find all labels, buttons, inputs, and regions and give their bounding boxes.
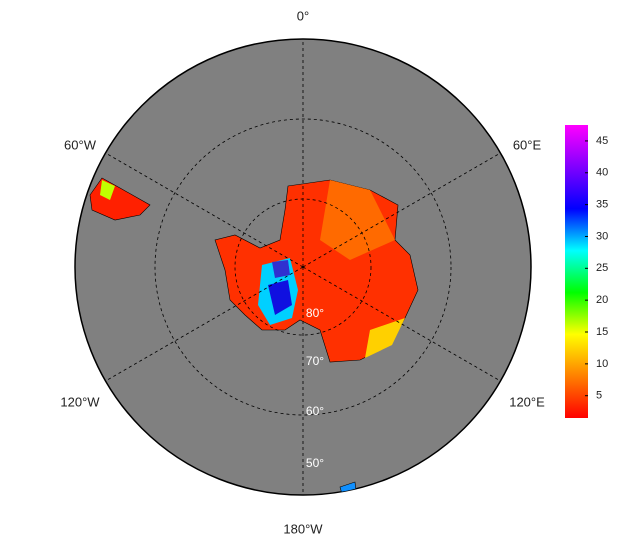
parallel (154, 118, 452, 416)
longitude-label: 0° (297, 8, 309, 23)
meridian (302, 152, 501, 268)
colorbar-tick-label: 15 (596, 326, 608, 338)
longitude-label: 60°E (513, 137, 542, 152)
graticule (105, 39, 501, 495)
land (89, 177, 419, 495)
colorbar-tick-label: 25 (596, 262, 608, 274)
colorbar-tick-label: 45 (596, 135, 608, 147)
colorbar-tick-label: 35 (596, 199, 608, 211)
latitude-label: 50° (306, 456, 324, 470)
colorbar-tick-label: 40 (596, 167, 608, 179)
labels: 0° 60°E 120°E 180°W 120°W 60°W 80° 70° 60° 50° (60, 8, 545, 536)
meridian (105, 152, 304, 268)
colorbar (565, 125, 588, 418)
latitude-label: 80° (306, 306, 324, 320)
colorbar-tick-label: 30 (596, 230, 608, 242)
meridian (105, 266, 304, 382)
colorbar-tick-label: 20 (596, 294, 608, 306)
longitude-label: 180°W (283, 521, 323, 536)
meridian (302, 266, 501, 382)
longitude-label: 60°W (64, 137, 97, 152)
longitude-label: 120°W (60, 394, 100, 409)
longitude-label: 120°E (509, 394, 545, 409)
latitude-label: 70° (306, 354, 324, 368)
latitude-label: 60° (306, 404, 324, 418)
colorbar-tick-label: 5 (596, 390, 602, 402)
colorbar-tick-label: 10 (596, 358, 608, 370)
parallel (234, 198, 372, 336)
